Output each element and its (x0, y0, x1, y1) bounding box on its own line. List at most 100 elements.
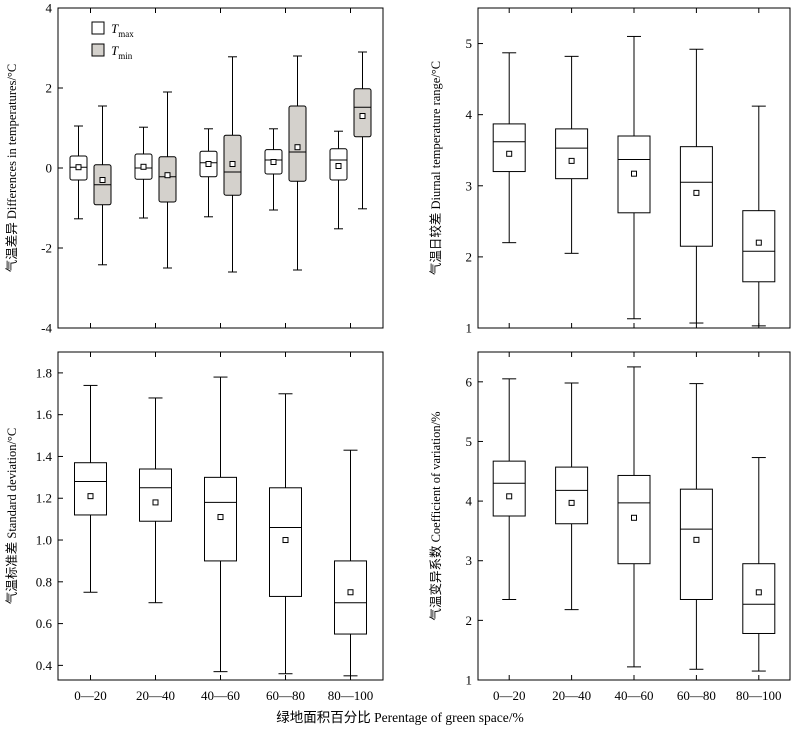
mean-marker (87, 493, 94, 500)
box-60—80 (269, 393, 302, 675)
y-tick-label: 1.0 (36, 533, 52, 548)
y-tick-label: 3 (466, 553, 473, 568)
x-axis-title: 绿地面积百分比 Perentage of green space/% (276, 710, 523, 725)
mean-marker (205, 161, 212, 167)
box-80—100 (742, 457, 776, 672)
box-tmin-0—20 (93, 105, 112, 266)
y-tick-label: 1.4 (36, 449, 53, 464)
box-0—20 (74, 384, 107, 593)
x-tick-label: 20—40 (136, 688, 175, 703)
box-iqr (288, 105, 307, 182)
box-iqr (742, 563, 776, 634)
x-tick-label: 40—60 (201, 688, 240, 703)
y-tick-label: 0.4 (36, 658, 53, 673)
y-tick-label: 3 (466, 178, 473, 193)
box-iqr (742, 210, 776, 283)
y-tick-label: 1.8 (36, 365, 52, 380)
chart-panel-a: -4 -2 0 2 4 气温差异 Differences in temperatures/… (4, 1, 384, 336)
box-60—80 (679, 48, 713, 324)
mean-marker (335, 163, 342, 169)
mean-marker (755, 239, 762, 246)
x-tick-label: 60—80 (677, 688, 716, 703)
y-tick-label: 2 (46, 81, 53, 96)
mean-marker (164, 172, 171, 179)
mean-marker (693, 536, 700, 543)
box-iqr (679, 146, 713, 247)
box-iqr (679, 488, 713, 600)
mean-marker (506, 150, 513, 157)
y-tick-label: 0 (46, 161, 53, 176)
box-iqr (492, 460, 526, 517)
mean-marker (347, 589, 354, 596)
y-tick-label: 6 (466, 374, 473, 389)
box-40—60 (617, 366, 651, 668)
y-tick-label: 1.2 (36, 491, 52, 506)
mean-marker (229, 161, 236, 167)
mean-marker (282, 537, 289, 544)
box-iqr (139, 468, 172, 522)
x-tick-label: 80—100 (328, 688, 374, 703)
y-tick-label: 4 (466, 494, 473, 509)
mean-marker (99, 177, 106, 183)
mean-marker (568, 499, 575, 506)
y-tick-label: 4 (466, 107, 473, 122)
box-tmax-20—40 (134, 126, 153, 219)
box-0—20 (492, 378, 526, 600)
box-tmin-20—40 (158, 91, 177, 269)
mean-marker (152, 499, 159, 506)
box-40—60 (204, 376, 237, 673)
y-axis-label: 气温变异系数 Coefficient of variation/% (428, 411, 443, 620)
y-tick-label: 5 (466, 434, 473, 449)
box-40—60 (617, 35, 651, 320)
box-iqr (158, 156, 177, 203)
legend-swatch (91, 21, 105, 35)
box-tmax-80—100 (329, 130, 348, 230)
box-iqr (492, 123, 526, 173)
mean-marker (359, 113, 366, 119)
x-tick-label: 20—40 (552, 688, 591, 703)
y-tick-label: -4 (41, 321, 52, 336)
box-tmax-0—20 (69, 125, 88, 220)
y-tick-label: 0.8 (36, 574, 52, 589)
box-20—40 (555, 382, 589, 611)
y-tick-label: 0.6 (36, 616, 53, 631)
box-iqr (555, 128, 589, 180)
box-iqr (353, 88, 372, 138)
y-tick-label: 5 (466, 36, 473, 51)
box-20—40 (139, 397, 172, 604)
box-tmin-40—60 (223, 56, 242, 273)
x-tick-label: 0—20 (493, 688, 526, 703)
y-tick-label: 1.6 (36, 407, 53, 422)
chart-panel-d: 1 2 3 4 5 6 0—20 20—40 40—60 60—80 80—100 气温变异系数 Co… (428, 351, 791, 703)
chart-panel-c: 0.4 0.6 0.8 1.0 1.2 1.4 1.6 1.8 0—20 20—40 40—60 60… (4, 351, 384, 703)
box-iqr (74, 462, 107, 516)
box-0—20 (492, 52, 526, 244)
box-60—80 (679, 383, 713, 670)
mean-marker (217, 514, 224, 521)
y-axis-label: 气温差异 Differences in temperatures/°C (4, 64, 19, 273)
mean-marker (568, 157, 575, 164)
legend-label: Tmax (111, 21, 134, 39)
y-axis-label: 气温日较差 Diurnal temperature range/°C (428, 61, 443, 275)
x-tick-label: 80—100 (736, 688, 782, 703)
y-axis-label: 气温标准差 Standard deviation/°C (4, 428, 19, 605)
chart-panel-b: 1 2 3 4 5 气温日较差 Diurnal temperature range/°C (428, 7, 791, 336)
box-80—100 (334, 449, 367, 677)
mean-marker (294, 144, 301, 151)
mean-marker (140, 163, 147, 170)
mean-marker (270, 159, 277, 165)
x-tick-label: 40—60 (615, 688, 654, 703)
legend-label: Tmin (111, 43, 133, 61)
y-tick-label: 4 (46, 1, 53, 16)
x-tick-label: 60—80 (266, 688, 305, 703)
y-tick-label: 2 (466, 249, 473, 264)
y-tick-label: 2 (466, 613, 473, 628)
mean-marker (693, 189, 700, 196)
y-tick-label: -2 (41, 241, 52, 256)
legend-swatch (91, 43, 105, 57)
box-20—40 (555, 55, 589, 254)
mean-marker (506, 493, 513, 500)
legend: Tmax Tmin (91, 21, 134, 61)
box-iqr (555, 466, 589, 525)
